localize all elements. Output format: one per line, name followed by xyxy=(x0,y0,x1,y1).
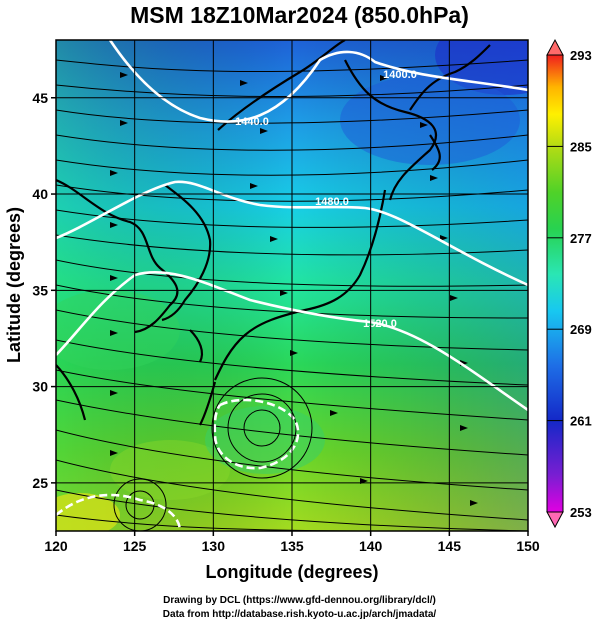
y-tick-label: 30 xyxy=(32,379,48,395)
x-tick-label: 120 xyxy=(44,538,68,554)
lat-lon-grid xyxy=(56,40,528,531)
y-axis: 25 30 35 40 45 xyxy=(32,90,56,491)
x-tick-label: 135 xyxy=(280,538,304,554)
footer-credit-data: Data from http://database.rish.kyoto-u.a… xyxy=(162,609,437,620)
y-tick-label: 40 xyxy=(32,186,48,202)
y-tick-label: 25 xyxy=(32,475,48,491)
x-tick-label: 130 xyxy=(202,538,226,554)
wind-streamlines xyxy=(56,59,528,531)
x-axis: 120 125 130 135 140 145 150 xyxy=(44,531,540,554)
y-axis-label: Latitude (degrees) xyxy=(4,207,24,363)
x-tick-label: 145 xyxy=(438,538,462,554)
colorbar-min-arrow xyxy=(546,511,564,529)
colorbar-tick-label: 253 xyxy=(570,505,592,520)
contour-label-1480: 1480.0 xyxy=(315,196,349,208)
coastlines xyxy=(56,40,491,426)
colorbar-scale xyxy=(546,54,564,513)
x-tick-label: 125 xyxy=(123,538,147,554)
map-title: MSM 18Z10Mar2024 (850.0hPa) xyxy=(130,2,469,28)
footer-credit-drawing: Drawing by DCL (https://www.gfd-dennou.o… xyxy=(163,595,436,606)
y-tick-label: 35 xyxy=(32,282,48,298)
y-tick-label: 45 xyxy=(32,90,48,106)
contour-label-1520: 1520.0 xyxy=(363,318,397,330)
colorbar-tick-label: 293 xyxy=(570,48,592,63)
colorbar-tick-label: 261 xyxy=(570,414,592,429)
x-tick-label: 150 xyxy=(516,538,540,554)
colorbar-tick-label: 285 xyxy=(570,139,592,154)
contour-label-1440: 1440.0 xyxy=(235,116,269,128)
x-axis-label: Longitude (degrees) xyxy=(205,562,378,582)
height-contours xyxy=(56,40,528,531)
colorbar-max-arrow xyxy=(546,38,564,56)
colorbar: 253 261 269 277 285 293 xyxy=(546,38,592,529)
colorbar-tick-label: 269 xyxy=(570,322,592,337)
contour-label-1400: 1400.0 xyxy=(383,69,417,81)
wind-arrows xyxy=(110,72,478,506)
colorbar-tick-label: 277 xyxy=(570,231,592,246)
x-tick-label: 140 xyxy=(359,538,383,554)
